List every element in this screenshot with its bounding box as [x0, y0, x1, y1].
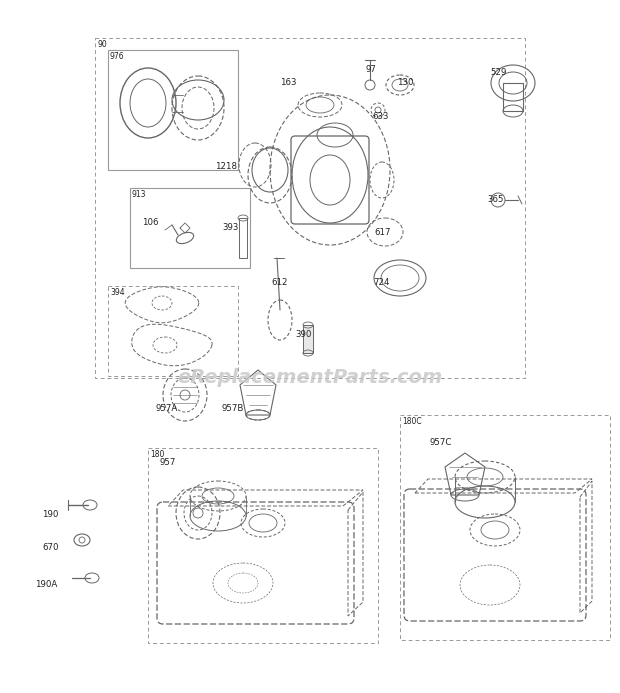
Text: 529: 529: [490, 68, 507, 77]
Bar: [239, 218, 247, 258]
Text: 957: 957: [160, 458, 176, 467]
Bar: [148, 448, 378, 643]
Text: 180C: 180C: [402, 417, 422, 426]
Text: 633: 633: [372, 112, 389, 121]
Text: 612: 612: [271, 278, 288, 287]
Text: 1218: 1218: [215, 162, 237, 171]
Text: 670: 670: [42, 543, 58, 552]
Bar: [108, 286, 238, 376]
Bar: [303, 325, 313, 353]
Bar: [130, 188, 250, 268]
Text: 394: 394: [110, 288, 125, 297]
Text: 913: 913: [132, 190, 146, 199]
Text: 106: 106: [142, 218, 159, 227]
Text: 976: 976: [110, 52, 125, 61]
Text: 390: 390: [295, 330, 311, 339]
Bar: [503, 83, 523, 111]
Text: 957A: 957A: [155, 404, 177, 413]
Text: 393: 393: [222, 223, 238, 232]
Text: 365: 365: [487, 195, 503, 204]
Bar: [108, 50, 238, 170]
Text: 190: 190: [42, 510, 58, 519]
Text: 957B: 957B: [222, 404, 244, 413]
Bar: [400, 415, 610, 640]
Bar: [95, 38, 525, 378]
Text: 130: 130: [397, 78, 414, 87]
Text: 90: 90: [97, 40, 107, 49]
Text: 190A: 190A: [35, 580, 57, 589]
Text: eReplacementParts.com: eReplacementParts.com: [177, 368, 443, 387]
Text: 724: 724: [373, 278, 389, 287]
Text: 957C: 957C: [430, 438, 453, 447]
Text: 180: 180: [150, 450, 164, 459]
Text: 617: 617: [374, 228, 391, 237]
Text: 163: 163: [280, 78, 296, 87]
Text: 97: 97: [365, 65, 376, 74]
